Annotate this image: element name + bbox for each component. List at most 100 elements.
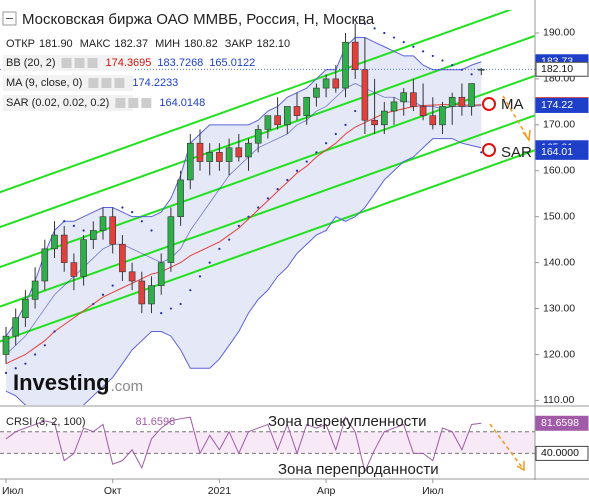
zone-label: Зона перепроданности (278, 461, 439, 478)
indicator-icon[interactable] (114, 78, 125, 88)
candle-body (2, 335, 10, 355)
sar-dot (363, 22, 366, 25)
sar-dot (257, 206, 260, 209)
candle-body (380, 110, 388, 126)
candle-body (419, 106, 427, 116)
candle-body (274, 115, 281, 126)
candle-body (138, 280, 146, 305)
y-tick-label: 170.00 (543, 119, 575, 131)
candle-body (477, 68, 485, 71)
candle-body (303, 96, 311, 116)
indicator-icon[interactable] (141, 98, 152, 108)
arrows (489, 95, 531, 472)
indicator-icon[interactable] (88, 78, 99, 88)
indicator-icon[interactable] (115, 98, 126, 108)
y-tick-label: 160.00 (543, 165, 575, 177)
sar-dot (92, 302, 95, 306)
sar-dot (228, 238, 231, 241)
legend-value: 182.37 (114, 38, 148, 50)
sar-dot (150, 229, 153, 232)
osc-zone (0, 431, 535, 454)
price-tag-label: 40.0000 (541, 447, 579, 459)
candle-body (41, 248, 49, 282)
sar-dot (480, 151, 483, 154)
price-tag-label: 183.73 (541, 56, 573, 68)
candle-body (167, 216, 175, 263)
channel-line (0, 10, 513, 194)
sar-dot (247, 215, 250, 218)
legend-label: МАКС (80, 38, 111, 50)
price-panel (0, 10, 535, 405)
y-tick-label: 150.00 (543, 210, 575, 222)
osc-line (5, 416, 482, 474)
candle-body (12, 317, 19, 337)
sar-dot (179, 302, 182, 306)
sar-dot (189, 289, 192, 292)
candle-body (245, 142, 252, 158)
candle-body (361, 69, 369, 121)
legend-label: МИН (155, 38, 180, 50)
x-tick-label: Окт (104, 485, 122, 497)
price-tag (535, 61, 589, 77)
indicator-icon[interactable] (87, 58, 98, 68)
x-tick-label: Июл (422, 485, 443, 497)
indicator-value: 164.0148 (159, 97, 205, 109)
price-tag (535, 445, 589, 461)
candle-body (128, 271, 136, 282)
arrow-head (522, 129, 531, 142)
annotation: SAR (501, 144, 532, 161)
indicator-icon[interactable] (101, 78, 112, 88)
indicator-value: 174.2233 (132, 77, 178, 89)
channel-line (0, 149, 535, 343)
candle-body (458, 96, 466, 107)
indicator-icon[interactable] (128, 98, 139, 108)
arrow (489, 423, 525, 471)
legend-label: ОТКР (6, 38, 35, 50)
candle-body (206, 152, 213, 162)
indicator-icon[interactable] (61, 58, 72, 68)
candle-body (400, 92, 408, 103)
sar-dot (422, 50, 425, 53)
channel-line (0, 114, 535, 308)
sar-dot (4, 371, 8, 374)
indicator-icon[interactable] (74, 58, 85, 68)
arrow-head (516, 461, 525, 472)
y-tick-label: 120.00 (543, 348, 575, 360)
candle-body (439, 106, 446, 126)
candle-body (235, 147, 243, 158)
watermark: Investing (13, 370, 110, 395)
sar-dot (402, 41, 405, 44)
indicator-value: 165.0122 (209, 57, 255, 69)
sar-dot (218, 247, 221, 250)
sar-dot (111, 284, 114, 287)
sar-dot (441, 59, 444, 62)
sar-dot (43, 344, 46, 347)
candle-body (31, 280, 39, 300)
sar-dot (325, 142, 328, 145)
candle-body (342, 41, 349, 89)
sar-dot (276, 188, 279, 191)
sar-dot (160, 312, 163, 315)
candle-body (283, 106, 291, 126)
sar-dot (383, 31, 386, 35)
annotation-circle (482, 143, 496, 157)
candle-body (90, 230, 97, 240)
candle-body (80, 239, 87, 277)
sar-dot (198, 275, 202, 278)
sar-dot (34, 353, 37, 356)
candle-body (216, 152, 223, 162)
sar-dot (121, 206, 124, 209)
y-tick-label: 130.00 (543, 302, 575, 314)
sar-dot (169, 307, 172, 310)
candle-body (51, 234, 58, 250)
sar-dot (305, 160, 308, 163)
bb-fill (6, 37, 482, 405)
sar-dot (373, 27, 376, 30)
price-tag-label: 81.6598 (541, 417, 579, 429)
candle-body (22, 299, 29, 319)
candle-body (322, 78, 330, 89)
sar-dot (72, 224, 75, 227)
sar-dot (295, 169, 299, 172)
x-tick-label: 2021 (208, 485, 232, 497)
